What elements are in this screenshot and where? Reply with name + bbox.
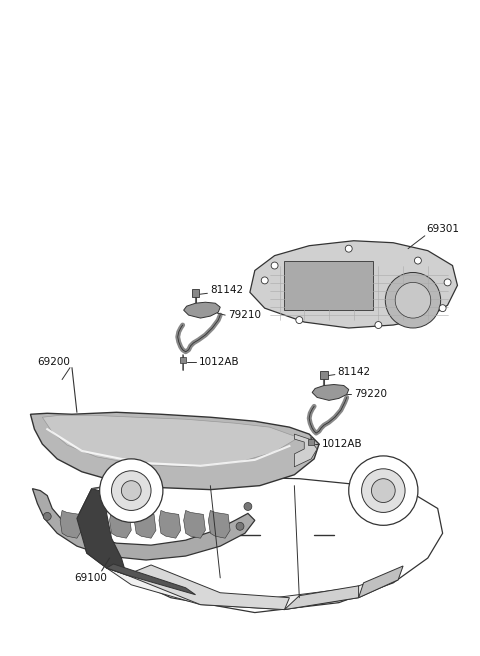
Circle shape xyxy=(349,456,418,525)
Text: 79210: 79210 xyxy=(228,310,261,320)
Polygon shape xyxy=(208,510,230,538)
Polygon shape xyxy=(359,566,403,598)
Circle shape xyxy=(271,262,278,269)
Polygon shape xyxy=(107,568,398,609)
Polygon shape xyxy=(250,241,457,328)
Polygon shape xyxy=(107,564,195,595)
Polygon shape xyxy=(134,510,156,538)
Circle shape xyxy=(244,502,252,510)
Circle shape xyxy=(100,459,163,522)
Circle shape xyxy=(414,257,421,264)
Polygon shape xyxy=(33,489,255,560)
Polygon shape xyxy=(312,384,349,400)
Circle shape xyxy=(236,522,244,530)
Circle shape xyxy=(111,471,151,510)
Circle shape xyxy=(444,279,451,286)
Circle shape xyxy=(261,277,268,284)
Text: 1012AB: 1012AB xyxy=(199,357,239,367)
Text: 69301: 69301 xyxy=(426,224,459,234)
Text: 79220: 79220 xyxy=(354,390,387,400)
Polygon shape xyxy=(77,477,443,613)
Polygon shape xyxy=(109,510,131,538)
Circle shape xyxy=(375,321,382,329)
Circle shape xyxy=(296,317,303,323)
Polygon shape xyxy=(184,302,220,318)
Circle shape xyxy=(43,512,51,520)
Polygon shape xyxy=(60,510,82,538)
FancyBboxPatch shape xyxy=(308,439,314,445)
Polygon shape xyxy=(42,415,294,467)
FancyBboxPatch shape xyxy=(320,371,328,379)
Text: 69100: 69100 xyxy=(74,573,107,583)
Polygon shape xyxy=(159,510,180,538)
Text: 81142: 81142 xyxy=(210,285,243,295)
Polygon shape xyxy=(126,565,289,609)
FancyBboxPatch shape xyxy=(180,357,186,363)
Polygon shape xyxy=(285,586,359,609)
Polygon shape xyxy=(85,510,107,538)
Text: 81142: 81142 xyxy=(337,367,370,377)
Circle shape xyxy=(395,282,431,318)
Circle shape xyxy=(345,245,352,252)
Polygon shape xyxy=(77,489,126,575)
Circle shape xyxy=(385,272,441,328)
FancyBboxPatch shape xyxy=(285,260,373,310)
Circle shape xyxy=(439,304,446,312)
Polygon shape xyxy=(184,510,205,538)
Text: 1012AB: 1012AB xyxy=(322,439,363,449)
FancyBboxPatch shape xyxy=(192,289,200,297)
Polygon shape xyxy=(30,412,319,489)
Circle shape xyxy=(361,469,405,512)
Text: 69200: 69200 xyxy=(37,357,70,367)
Circle shape xyxy=(121,481,141,501)
Circle shape xyxy=(372,479,395,502)
Polygon shape xyxy=(294,434,317,467)
